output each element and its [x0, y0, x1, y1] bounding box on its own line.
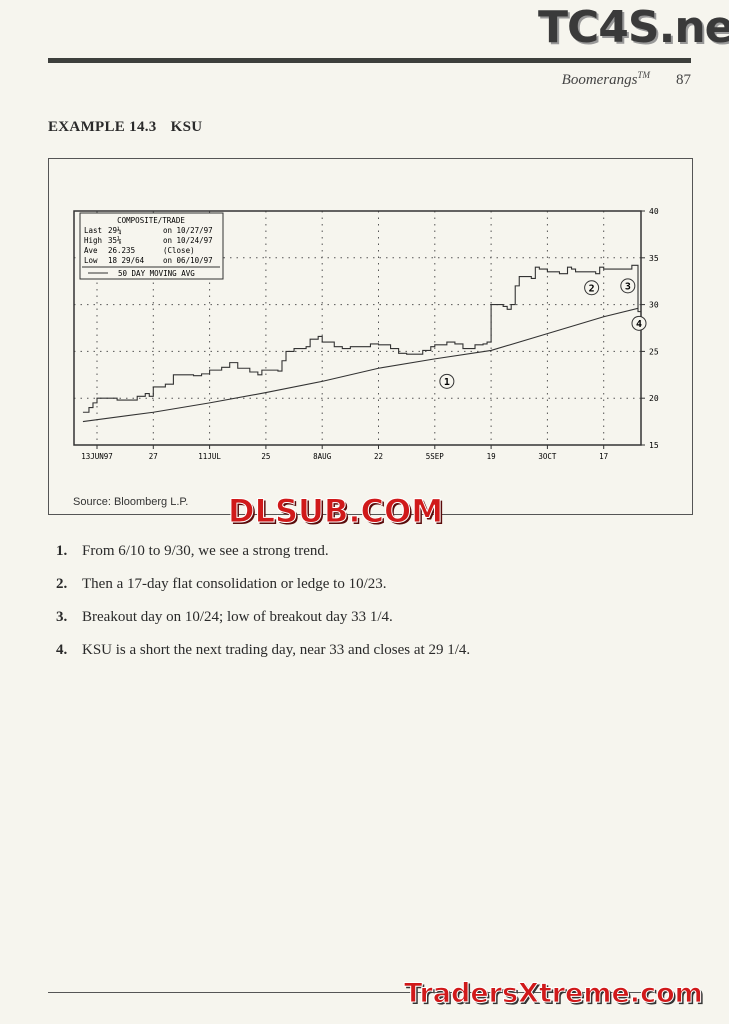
x-tick-label: 3OCT: [538, 452, 557, 461]
running-title: Boomerangs: [561, 72, 638, 88]
annotation-marker: [620, 278, 636, 294]
page-number: 87: [676, 72, 691, 88]
legend-row-label: Low: [84, 256, 98, 265]
x-tick-label: 17: [599, 452, 608, 461]
list-item: 4. KSU is a short the next trading day, n…: [56, 642, 470, 670]
item-text: Breakout day on 10/24; low of breakout d…: [82, 609, 393, 625]
list-item: 3. Breakout day on 10/24; low of breakout…: [56, 609, 470, 642]
annotation-label: 3: [625, 281, 631, 292]
example-title: EXAMPLE 14.3 KSU: [48, 119, 202, 136]
chart-ticks: 15 20 25 30 35 40 13JUN97 27 11JUL 25 8AUG 22 5SEP 19…: [81, 207, 659, 461]
chart-source: Source: Bloomberg L.P.: [73, 496, 189, 508]
y-tick-label: 40: [649, 207, 659, 216]
item-number: 1.: [56, 543, 68, 559]
annotation-label: 4: [636, 319, 642, 330]
annotation-label: 1: [444, 377, 450, 388]
example-label: EXAMPLE 14.3: [48, 119, 157, 135]
header-rule: [48, 58, 691, 63]
annotation-marker: [584, 280, 600, 296]
running-head: BoomerangsTM 87: [562, 70, 691, 89]
watermark-logo: DLSUB.COM: [227, 492, 444, 531]
x-tick-label: 22: [374, 452, 383, 461]
watermark-logo: TradersXtreme.com: [404, 978, 704, 1010]
chart-frame: [48, 158, 693, 515]
legend-row-note: (Close): [163, 246, 195, 255]
trademark: TM: [637, 70, 650, 80]
annotation-marker: [439, 373, 455, 389]
legend-box: COMPOSITE/TRADE Last 29¼ on 10/27/97 High 35…: [79, 212, 224, 280]
list-item: 2. Then a 17-day flat consolidation or le…: [56, 576, 470, 609]
legend-row-value: 29¼: [108, 226, 122, 235]
legend-row-value: 18 29/64: [108, 256, 145, 265]
x-tick-label: 11JUL: [198, 452, 221, 461]
numbered-list: 1. From 6/10 to 9/30, we see a strong tre…: [56, 543, 470, 670]
annotation-marker: [631, 315, 647, 331]
example-ticker: KSU: [170, 119, 203, 135]
y-tick-label: 30: [649, 301, 659, 310]
legend-row-label: High: [84, 236, 102, 245]
legend-ma-label: 50 DAY MOVING AVG: [118, 269, 195, 278]
legend-row-value: 35⅛: [108, 236, 122, 245]
x-tick-label: 27: [149, 452, 158, 461]
annotation-label: 2: [589, 283, 595, 294]
item-text: From 6/10 to 9/30, we see a strong trend…: [82, 543, 329, 559]
item-number: 4.: [56, 642, 68, 658]
item-number: 3.: [56, 609, 68, 625]
legend-row-label: Last: [84, 226, 102, 235]
watermark-logo: TC4S.net: [538, 2, 729, 53]
list-item: 1. From 6/10 to 9/30, we see a strong tre…: [56, 543, 470, 576]
price-series: [82, 264, 641, 413]
chart-grid: [74, 211, 641, 445]
chart-series: [82, 264, 641, 423]
legend-row-note: on 10/27/97: [163, 226, 213, 235]
legend-row-value: 26.235: [108, 246, 135, 255]
legend-row-note: on 06/10/97: [163, 256, 213, 265]
x-tick-label: 19: [487, 452, 496, 461]
y-tick-label: 35: [649, 254, 659, 263]
x-tick-label: 13JUN97: [81, 452, 113, 461]
x-tick-label: 8AUG: [313, 452, 332, 461]
item-text: KSU is a short the next trading day, nea…: [82, 642, 471, 658]
price-chart: 15 20 25 30 35 40 13JUN97 27 11JUL 25 8AUG 22 5SEP 19…: [73, 207, 659, 461]
chart-annotations: 1 2 3 4: [439, 278, 647, 389]
moving-average-line: [82, 307, 639, 423]
x-tick-label: 25: [261, 452, 270, 461]
item-number: 2.: [56, 576, 68, 592]
y-tick-label: 25: [649, 347, 659, 356]
x-tick-label: 5SEP: [426, 452, 445, 461]
legend-row-note: on 10/24/97: [163, 236, 213, 245]
legend-row-label: Ave: [84, 246, 98, 255]
legend-title: COMPOSITE/TRADE: [117, 216, 185, 225]
footer-rule: [48, 992, 648, 993]
y-tick-label: 20: [649, 394, 659, 403]
y-tick-label: 15: [649, 441, 659, 450]
item-text: Then a 17-day flat consolidation or ledg…: [82, 576, 387, 592]
